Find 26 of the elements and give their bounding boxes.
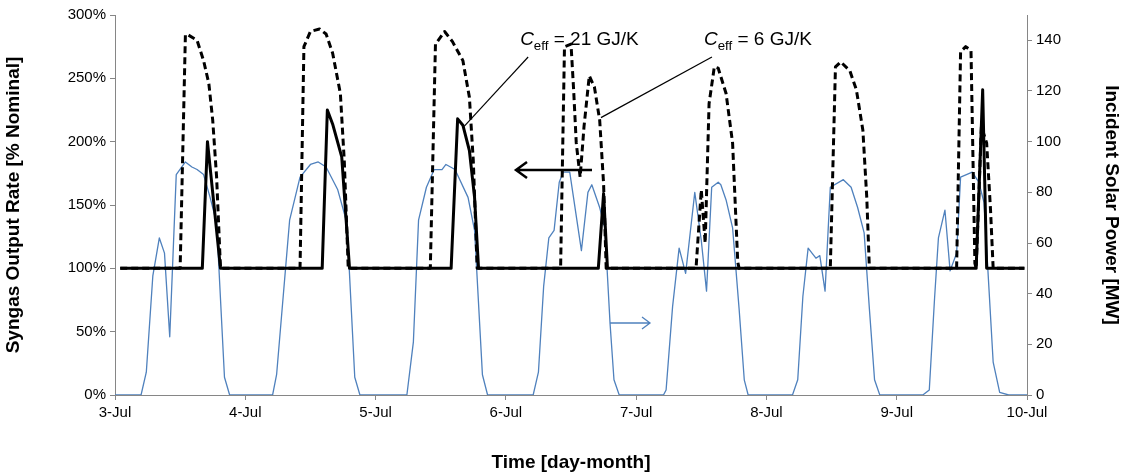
y-axis-title: Syngas Output Rate [% Nominal] <box>1 56 23 354</box>
y-tick-label: 300% <box>67 5 106 23</box>
y2-axis-title: Incident Solar Power [MW] <box>1102 85 1124 325</box>
y2-tick-label: 120 <box>1036 81 1062 99</box>
x-tick-label: 8-Jul <box>750 403 783 421</box>
y-tick-label: 250% <box>67 68 106 86</box>
y-tick-label: 0% <box>84 385 106 403</box>
x-tick-label: 3-Jul <box>98 403 132 421</box>
x-tick-label: 10-Jul <box>1006 403 1048 421</box>
y-tick-label: 150% <box>67 195 106 213</box>
x-tick-label: 9-Jul <box>880 403 913 421</box>
y-tick-label: 50% <box>75 321 106 339</box>
x-tick-label: 4-Jul <box>229 403 262 421</box>
x-tick-label: 5-Jul <box>359 403 392 421</box>
y-tick-label: 100% <box>67 258 106 276</box>
x-axis-title: Time [day-month] <box>491 450 651 472</box>
x-tick-label: 6-Jul <box>489 403 523 421</box>
y2-tick-label: 20 <box>1036 334 1053 352</box>
y2-tick-label: 80 <box>1036 182 1053 200</box>
y2-tick-label: 40 <box>1036 283 1053 301</box>
y2-tick-label: 0 <box>1036 385 1045 403</box>
x-tick-label: 7-Jul <box>619 403 653 421</box>
y2-tick-label: 60 <box>1036 233 1053 251</box>
y2-tick-label: 100 <box>1036 131 1062 149</box>
y-tick-label: 200% <box>67 131 106 149</box>
y2-tick-label: 140 <box>1036 30 1062 48</box>
